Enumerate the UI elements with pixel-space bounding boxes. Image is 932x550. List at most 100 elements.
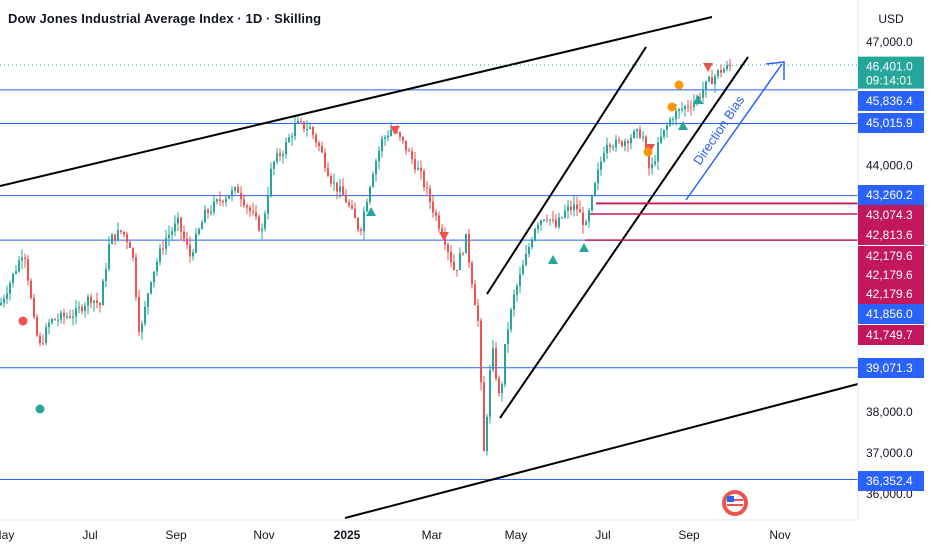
candle [381, 135, 383, 158]
buy-triangle-marker[interactable] [678, 121, 688, 130]
candle [330, 173, 332, 188]
candle [168, 225, 170, 246]
candle [102, 278, 104, 306]
candle [6, 285, 8, 304]
candle [72, 309, 74, 326]
price-label-7 [858, 284, 924, 304]
price-label-text: 42,179.6 [866, 287, 913, 301]
candle [0, 297, 2, 307]
candle [138, 289, 140, 336]
candle [258, 214, 260, 232]
candle [81, 304, 83, 315]
candle [51, 317, 53, 325]
candle [582, 206, 584, 234]
candle [555, 213, 557, 229]
candle [609, 143, 611, 153]
warning-dot-marker[interactable] [643, 147, 653, 157]
candle [603, 146, 605, 163]
candle [48, 319, 50, 335]
candle [579, 200, 581, 213]
candle [159, 243, 161, 266]
buy-triangle-marker[interactable] [366, 207, 376, 216]
x-tick-label: May [505, 528, 528, 542]
candle [573, 196, 575, 217]
time-axis[interactable]: May Jul Sep Nov 2025 Mar May Jul Sep Nov [0, 528, 791, 542]
lower-trendline[interactable] [344, 383, 859, 519]
buy-triangle-marker[interactable] [579, 243, 589, 252]
buy-dot-marker[interactable] [35, 404, 45, 414]
price-label-11 [858, 471, 924, 491]
candle [417, 160, 419, 171]
currency-button[interactable]: USD [878, 12, 904, 26]
candle [717, 69, 719, 80]
candle [27, 255, 29, 286]
candle [42, 334, 44, 346]
candle [426, 181, 428, 197]
candle [243, 194, 245, 209]
sell-triangle-marker[interactable] [439, 232, 449, 241]
candle [276, 147, 278, 165]
candle [63, 308, 65, 325]
candle [69, 309, 71, 319]
candle [66, 312, 68, 320]
candle [438, 211, 440, 232]
buy-triangle-marker[interactable] [548, 255, 558, 264]
warning-dot-marker[interactable] [674, 80, 684, 90]
candle [522, 259, 524, 275]
upper-trendline[interactable] [0, 16, 713, 187]
price-label-text: 39,071.3 [866, 361, 913, 375]
candle [663, 129, 665, 140]
candle [108, 236, 110, 272]
price-label-0 [858, 91, 924, 111]
candle [570, 200, 572, 216]
candle [606, 137, 608, 160]
sell-triangle-marker[interactable] [390, 126, 400, 135]
candle [144, 300, 146, 327]
candle [432, 194, 434, 218]
channel-lower-line[interactable] [499, 56, 749, 419]
sell-triangle-marker[interactable] [703, 63, 713, 72]
y-tick-label: 47,000.0 [866, 35, 913, 49]
flag-icon[interactable] [722, 490, 748, 516]
last-price-value: 46,401.0 [866, 60, 913, 74]
candle [471, 260, 473, 289]
candle [363, 206, 365, 240]
candle [453, 254, 455, 271]
candle [621, 140, 623, 148]
candle [261, 223, 263, 240]
sell-dot-marker[interactable] [18, 316, 28, 326]
candle [411, 147, 413, 165]
candle [612, 144, 614, 152]
candle [33, 293, 35, 320]
price-label-6 [858, 265, 924, 285]
candle [336, 182, 338, 200]
candle [3, 294, 5, 308]
candle [495, 342, 497, 381]
candle [270, 162, 272, 198]
candle [639, 125, 641, 139]
candle [372, 171, 374, 188]
candle [348, 199, 350, 209]
candle [216, 197, 218, 205]
candle [333, 173, 335, 192]
candle [21, 249, 23, 270]
price-label-text: 43,074.3 [866, 208, 913, 222]
candle [60, 309, 62, 324]
candle [552, 210, 554, 224]
candle [345, 189, 347, 203]
candle [234, 186, 236, 195]
candle [708, 75, 710, 83]
candle [567, 200, 569, 219]
candle [516, 283, 518, 302]
warning-dot-marker[interactable] [667, 102, 677, 112]
channel-upper-line[interactable] [486, 46, 647, 295]
candle [132, 247, 134, 262]
price-label-text: 41,749.7 [866, 328, 913, 342]
buy-triangle-marker[interactable] [693, 95, 703, 104]
candle [75, 299, 77, 325]
candle [18, 256, 20, 273]
candle [291, 132, 293, 146]
candle [282, 150, 284, 164]
